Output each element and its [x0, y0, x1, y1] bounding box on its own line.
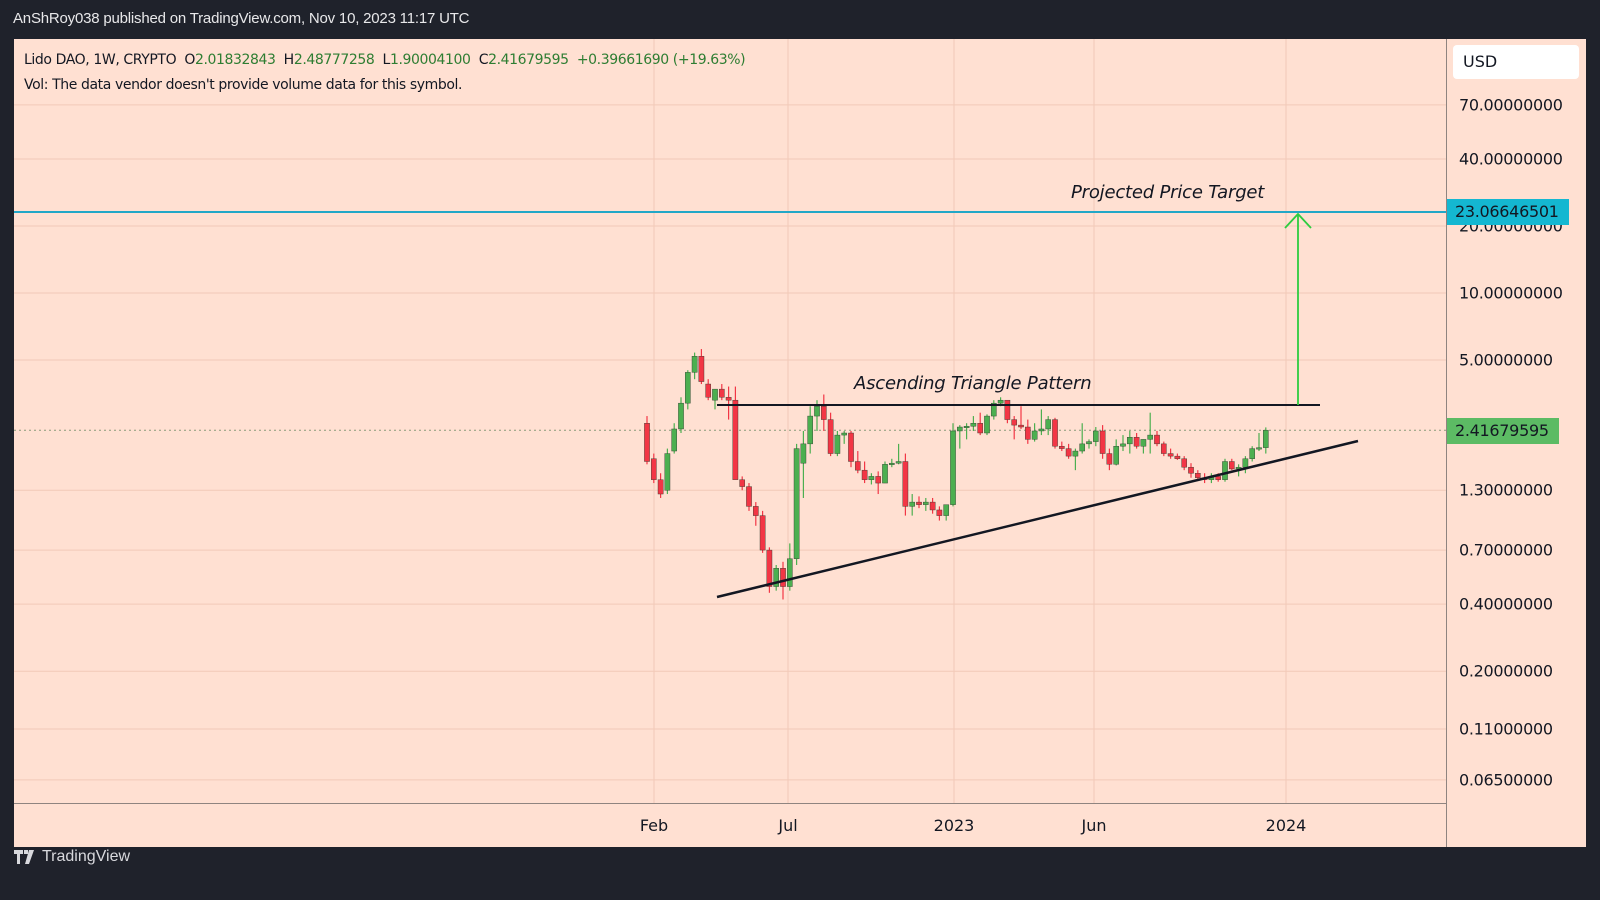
brand-label: TradingView — [42, 848, 131, 865]
price-tick: 10.00000000 — [1459, 283, 1563, 303]
last-price-tag: 2.41679595 — [1447, 418, 1559, 444]
tradingview-brand[interactable]: TradingView — [14, 848, 130, 866]
price-tick: 70.00000000 — [1459, 95, 1563, 115]
open-value: 2.01832843 — [194, 52, 276, 68]
time-axis[interactable]: Feb Jul 2023 Jun 2024 — [14, 803, 1446, 848]
candlestick-chart — [14, 39, 1446, 803]
price-tick: 0.70000000 — [1459, 540, 1553, 560]
chart-frame: Lido DAO, 1W, CRYPTO O2.01832843 H2.4877… — [14, 39, 1586, 847]
price-axis[interactable]: USD 70.00000000 40.00000000 20.00000000 10.… — [1446, 39, 1587, 847]
price-tick: 0.11000000 — [1459, 719, 1553, 739]
volume-note: Vol: The data vendor doesn't provide vol… — [24, 77, 463, 93]
ohlc-legend: Lido DAO, 1W, CRYPTO O2.01832843 H2.4877… — [24, 52, 746, 68]
symbol-label: Lido DAO, 1W, CRYPTO — [24, 52, 177, 68]
high-value: 2.48777258 — [293, 52, 375, 68]
price-tick: 40.00000000 — [1459, 149, 1563, 169]
low-value: 1.90004100 — [389, 52, 471, 68]
currency-button[interactable]: USD — [1453, 45, 1579, 79]
close-value: 2.41679595 — [488, 52, 569, 68]
change-value: +0.39661690 (+19.63%) — [576, 52, 746, 68]
price-tick: 0.20000000 — [1459, 661, 1553, 681]
ascending-triangle-annotation[interactable]: Ascending Triangle Pattern — [854, 373, 1092, 394]
time-tick: Jun — [1081, 816, 1107, 835]
price-tick: 0.40000000 — [1459, 594, 1553, 614]
time-tick: 2023 — [933, 816, 975, 835]
projected-target-annotation[interactable]: Projected Price Target — [1071, 182, 1265, 203]
price-tick: 0.06500000 — [1459, 770, 1553, 790]
time-tick: Feb — [639, 816, 669, 835]
time-tick: 2024 — [1265, 816, 1307, 835]
time-tick: Jul — [778, 816, 798, 835]
publisher-caption: AnShRoy038 published on TradingView.com,… — [13, 10, 470, 27]
target-price-tag: 23.06646501 — [1447, 199, 1569, 225]
plot-area[interactable]: Lido DAO, 1W, CRYPTO O2.01832843 H2.4877… — [14, 39, 1446, 803]
price-tick: 1.30000000 — [1459, 480, 1553, 500]
tradingview-logo-icon — [14, 850, 34, 864]
price-tick: 5.00000000 — [1459, 350, 1553, 370]
